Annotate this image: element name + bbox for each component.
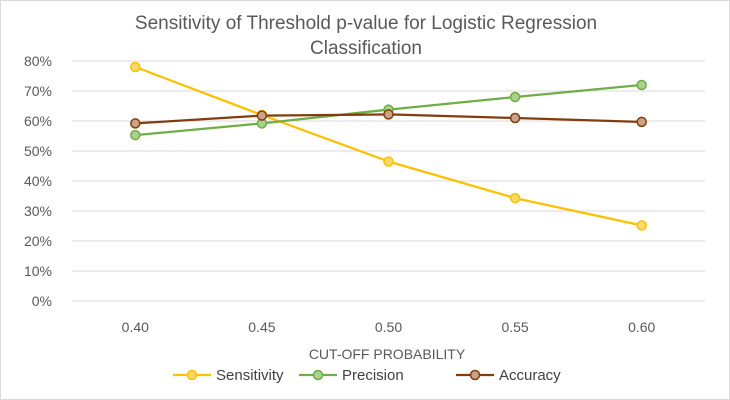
- legend-label: Precision: [342, 367, 404, 384]
- data-point-precision: [636, 79, 647, 91]
- series-lines: [130, 61, 647, 231]
- legend-label: Sensitivity: [216, 367, 284, 384]
- chart-title-line-2: Classification: [310, 38, 422, 59]
- x-axis-label: CUT-OFF PROBABILITY: [309, 346, 466, 362]
- y-tick-label: 70%: [24, 83, 52, 99]
- x-tick-label: 0.40: [122, 319, 149, 335]
- gridlines: [72, 60, 705, 302]
- data-point-precision: [509, 91, 521, 103]
- y-tick-label: 0%: [32, 293, 52, 309]
- legend-item-precision: Precision: [299, 367, 404, 384]
- chart-title-line-1: Sensitivity of Threshold p-value for Log…: [135, 13, 597, 34]
- x-tick-label: 0.50: [375, 319, 402, 335]
- data-point-accuracy: [383, 109, 394, 120]
- y-tick-label: 50%: [24, 143, 52, 159]
- x-tick-label: 0.45: [248, 319, 275, 335]
- x-axis-tick-labels: 0.40 0.45 0.50 0.55 0.60: [122, 319, 656, 335]
- y-tick-label: 20%: [24, 233, 52, 249]
- series-accuracy: [130, 109, 647, 129]
- y-tick-label: 10%: [24, 263, 52, 279]
- y-tick-label: 80%: [24, 53, 52, 69]
- legend-marker: [186, 369, 198, 381]
- x-tick-label: 0.60: [628, 319, 655, 335]
- data-point-sensitivity: [383, 156, 394, 167]
- data-point-accuracy: [130, 118, 141, 129]
- legend-label: Accuracy: [499, 367, 561, 384]
- data-point-sensitivity: [130, 61, 141, 73]
- legend-item-accuracy: Accuracy: [456, 367, 561, 384]
- legend-item-sensitivity: Sensitivity: [173, 367, 284, 384]
- data-point-accuracy: [509, 112, 521, 124]
- data-point-precision: [130, 129, 141, 141]
- y-tick-label: 30%: [24, 203, 52, 219]
- y-axis-tick-labels: 0% 10% 20% 30% 40% 50% 60% 70% 80%: [24, 53, 52, 309]
- y-tick-label: 60%: [24, 113, 52, 129]
- x-tick-label: 0.55: [501, 319, 528, 335]
- legend-marker: [312, 369, 324, 381]
- data-point-accuracy: [256, 110, 268, 121]
- data-point-sensitivity: [636, 220, 647, 231]
- data-point-accuracy: [636, 116, 647, 128]
- data-point-sensitivity: [509, 192, 521, 204]
- legend: Sensitivity Precision Accuracy: [173, 367, 561, 384]
- legend-marker: [469, 369, 481, 381]
- y-tick-label: 40%: [24, 173, 52, 189]
